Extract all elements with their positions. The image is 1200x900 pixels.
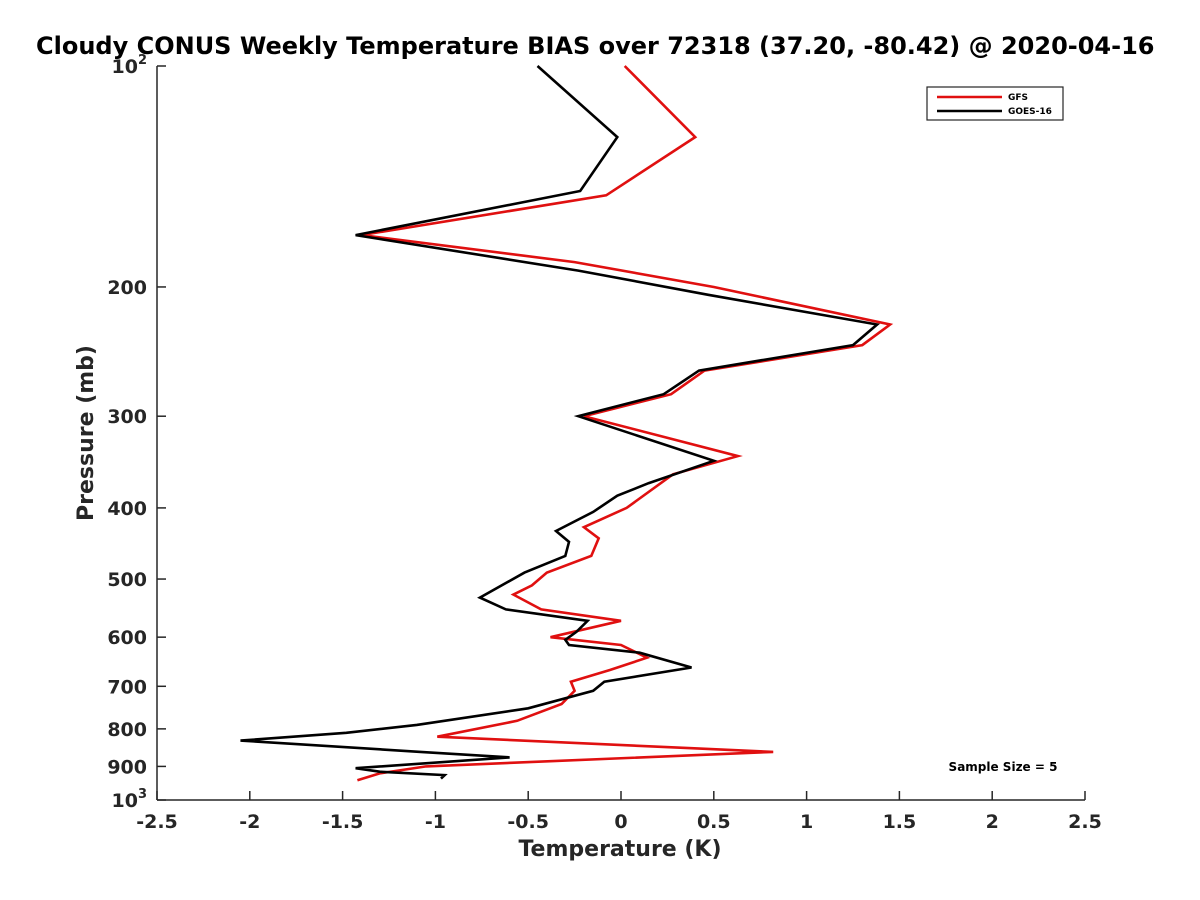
y-tick-label: 700 bbox=[107, 676, 147, 698]
sample-size-annotation: Sample Size = 5 bbox=[949, 760, 1058, 774]
y-tick-label: 500 bbox=[107, 569, 147, 591]
legend: GFS GOES-16 bbox=[926, 86, 1064, 121]
legend-box bbox=[926, 86, 1064, 121]
y-tick-label: 600 bbox=[107, 627, 147, 649]
x-tick-label: -2 bbox=[239, 811, 260, 833]
y-tick-label: 800 bbox=[107, 719, 147, 741]
y-tick-label: 102 bbox=[112, 53, 148, 78]
x-tick-label: -1.5 bbox=[322, 811, 364, 833]
x-tick-label: 0.5 bbox=[697, 811, 731, 833]
y-tick-label: 200 bbox=[107, 277, 147, 299]
x-tick-label: -0.5 bbox=[507, 811, 549, 833]
y-tick-label: 103 bbox=[112, 787, 148, 812]
y-axis-label: Pressure (mb) bbox=[74, 345, 99, 521]
x-tick-label: -1 bbox=[425, 811, 446, 833]
x-tick-label: -2.5 bbox=[136, 811, 178, 833]
x-tick-label: 1 bbox=[800, 811, 813, 833]
series-layer bbox=[240, 65, 894, 782]
x-tick-label: 1.5 bbox=[883, 811, 917, 833]
chart-title: Cloudy CONUS Weekly Temperature BIAS ove… bbox=[36, 32, 1154, 60]
y-tick-label: 400 bbox=[107, 498, 147, 520]
y-tick-label: 300 bbox=[107, 406, 147, 428]
y-tick-label: 900 bbox=[107, 756, 147, 778]
x-tick-label: 0 bbox=[614, 811, 627, 833]
x-tick-label: 2 bbox=[986, 811, 999, 833]
legend-label-goes-16: GOES-16 bbox=[1008, 107, 1052, 117]
series-line-goes-16 bbox=[240, 65, 881, 780]
x-tick-label: 2.5 bbox=[1068, 811, 1102, 833]
series-line-gfs bbox=[357, 65, 894, 782]
axes-layer: -2.5 -2 -1.5 -1 -0.5 0 0.5 1 1.5 2 2.5 102 200 300 400… bbox=[107, 53, 1102, 833]
legend-label-gfs: GFS bbox=[1008, 93, 1028, 103]
x-axis-label: Temperature (K) bbox=[518, 837, 721, 862]
